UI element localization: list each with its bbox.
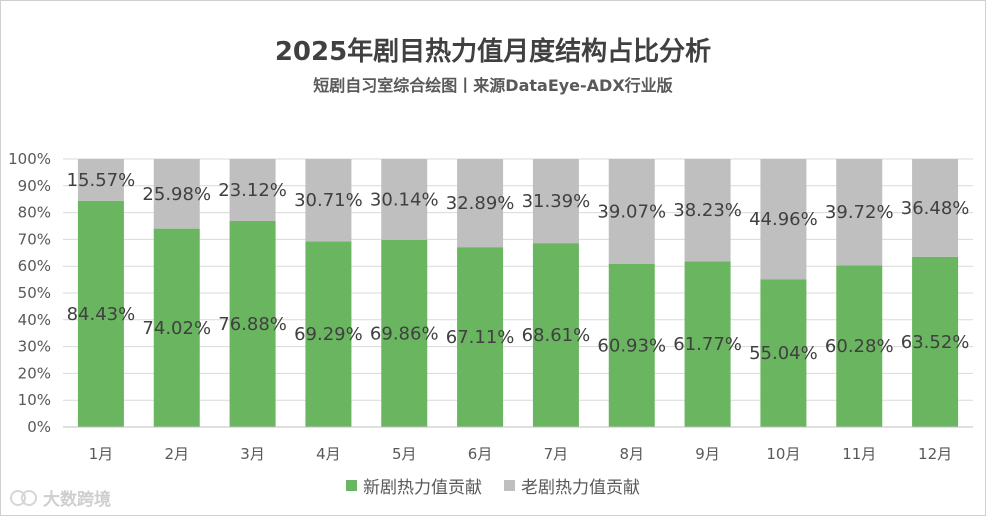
- data-label-new: 60.93%: [597, 335, 666, 356]
- bar-old: [532, 159, 579, 244]
- x-tick-label: 5月: [392, 445, 417, 463]
- bar-new: [305, 241, 352, 427]
- x-tick-label: 1月: [89, 445, 114, 463]
- data-label-old: 38.23%: [673, 200, 742, 221]
- data-label-old: 30.14%: [370, 189, 439, 210]
- x-tick-label: 7月: [544, 445, 569, 463]
- y-tick-label: 50%: [18, 284, 51, 302]
- x-tick-label: 11月: [842, 445, 876, 463]
- x-tick-label: 6月: [468, 445, 493, 463]
- y-tick-label: 80%: [18, 204, 51, 222]
- bar-new: [457, 247, 504, 427]
- watermark-logo-icon: [10, 489, 37, 506]
- y-tick-label: 60%: [18, 257, 51, 275]
- bar-old: [381, 159, 428, 240]
- bar-old: [912, 159, 959, 257]
- bar-new: [77, 200, 124, 427]
- data-label-new: 68.61%: [522, 325, 591, 346]
- data-label-old: 36.48%: [901, 198, 970, 219]
- bar-old: [684, 159, 731, 262]
- x-tick-label: 10月: [766, 445, 800, 463]
- bar-old: [77, 159, 124, 201]
- legend-item-new: 新剧热力值贡献: [346, 473, 482, 498]
- bar-old: [457, 159, 504, 248]
- bar-new: [532, 243, 579, 427]
- x-tick-label: 2月: [164, 445, 189, 463]
- watermark: 大数跨境: [9, 485, 111, 510]
- grid-lines: [63, 158, 973, 401]
- bars: [77, 159, 959, 427]
- y-tick-label: 40%: [18, 311, 51, 329]
- y-tick-label: 10%: [18, 391, 51, 409]
- data-label-new: 67.11%: [446, 327, 515, 348]
- bar-new: [684, 261, 731, 427]
- bar-new: [912, 256, 959, 427]
- bar-new: [229, 220, 276, 427]
- data-label-old: 30.71%: [294, 190, 363, 211]
- x-tick-label: 12月: [918, 445, 952, 463]
- data-label-new: 69.86%: [370, 323, 439, 344]
- legend: 新剧热力值贡献 老剧热力值贡献: [1, 473, 985, 498]
- data-label-new: 60.28%: [825, 336, 894, 357]
- bar-old: [153, 159, 200, 229]
- legend-label-old: 老剧热力值贡献: [521, 478, 640, 498]
- data-label-new: 61.77%: [673, 334, 742, 355]
- axes: 0% 10% 20% 30% 40% 50% 60% 70% 80% 90% 100% 1月 2月 3月 4…: [8, 150, 973, 463]
- data-labels: 84.43% 15.57% 74.02% 25.98% 76.88% 23.12% 69.2…: [67, 170, 970, 364]
- data-label-old: 39.07%: [597, 201, 666, 222]
- data-label-old: 32.89%: [446, 193, 515, 214]
- chart-title: 2025年剧目热力值月度结构占比分析: [274, 37, 712, 67]
- y-tick-label: 30%: [18, 338, 51, 356]
- legend-label-new: 新剧热力值贡献: [363, 478, 482, 498]
- x-tick-label: 8月: [619, 445, 644, 463]
- data-label-old: 23.12%: [218, 180, 287, 201]
- x-tick-label: 3月: [240, 445, 265, 463]
- legend-swatch-new: [346, 480, 357, 491]
- x-tick-label: 9月: [695, 445, 720, 463]
- data-label-new: 74.02%: [142, 318, 211, 339]
- legend-item-old: 老剧热力值贡献: [504, 473, 640, 498]
- data-label-old: 44.96%: [749, 209, 818, 230]
- y-tick-label: 70%: [18, 230, 51, 248]
- data-label-new: 55.04%: [749, 343, 818, 364]
- bar-new: [608, 263, 655, 427]
- data-label-new: 76.88%: [218, 314, 287, 335]
- legend-swatch-old: [504, 480, 515, 491]
- y-tick-label: 100%: [8, 150, 51, 168]
- bar-old: [760, 159, 807, 280]
- data-label-old: 31.39%: [522, 191, 591, 212]
- data-label-new: 63.52%: [901, 332, 970, 353]
- y-tick-label: 90%: [18, 177, 51, 195]
- data-label-old: 15.57%: [67, 170, 136, 191]
- bar-old: [608, 159, 655, 264]
- bar-new: [381, 239, 428, 427]
- y-tick-label: 0%: [27, 418, 51, 436]
- data-label-old: 39.72%: [825, 202, 894, 223]
- data-label-new: 69.29%: [294, 324, 363, 345]
- bar-old: [229, 159, 276, 221]
- bar-old: [836, 159, 883, 266]
- data-label-old: 25.98%: [142, 184, 211, 205]
- y-tick-label: 20%: [18, 364, 51, 382]
- bar-new: [760, 279, 807, 427]
- bar-new: [836, 265, 883, 427]
- data-label-new: 84.43%: [67, 304, 136, 325]
- bar-old: [305, 159, 352, 242]
- chart-subtitle: 短剧自习室综合绘图丨来源DataEye-ADX行业版: [313, 76, 673, 95]
- x-tick-label: 4月: [316, 445, 341, 463]
- bar-new: [153, 228, 200, 427]
- watermark-text: 大数跨境: [43, 490, 111, 510]
